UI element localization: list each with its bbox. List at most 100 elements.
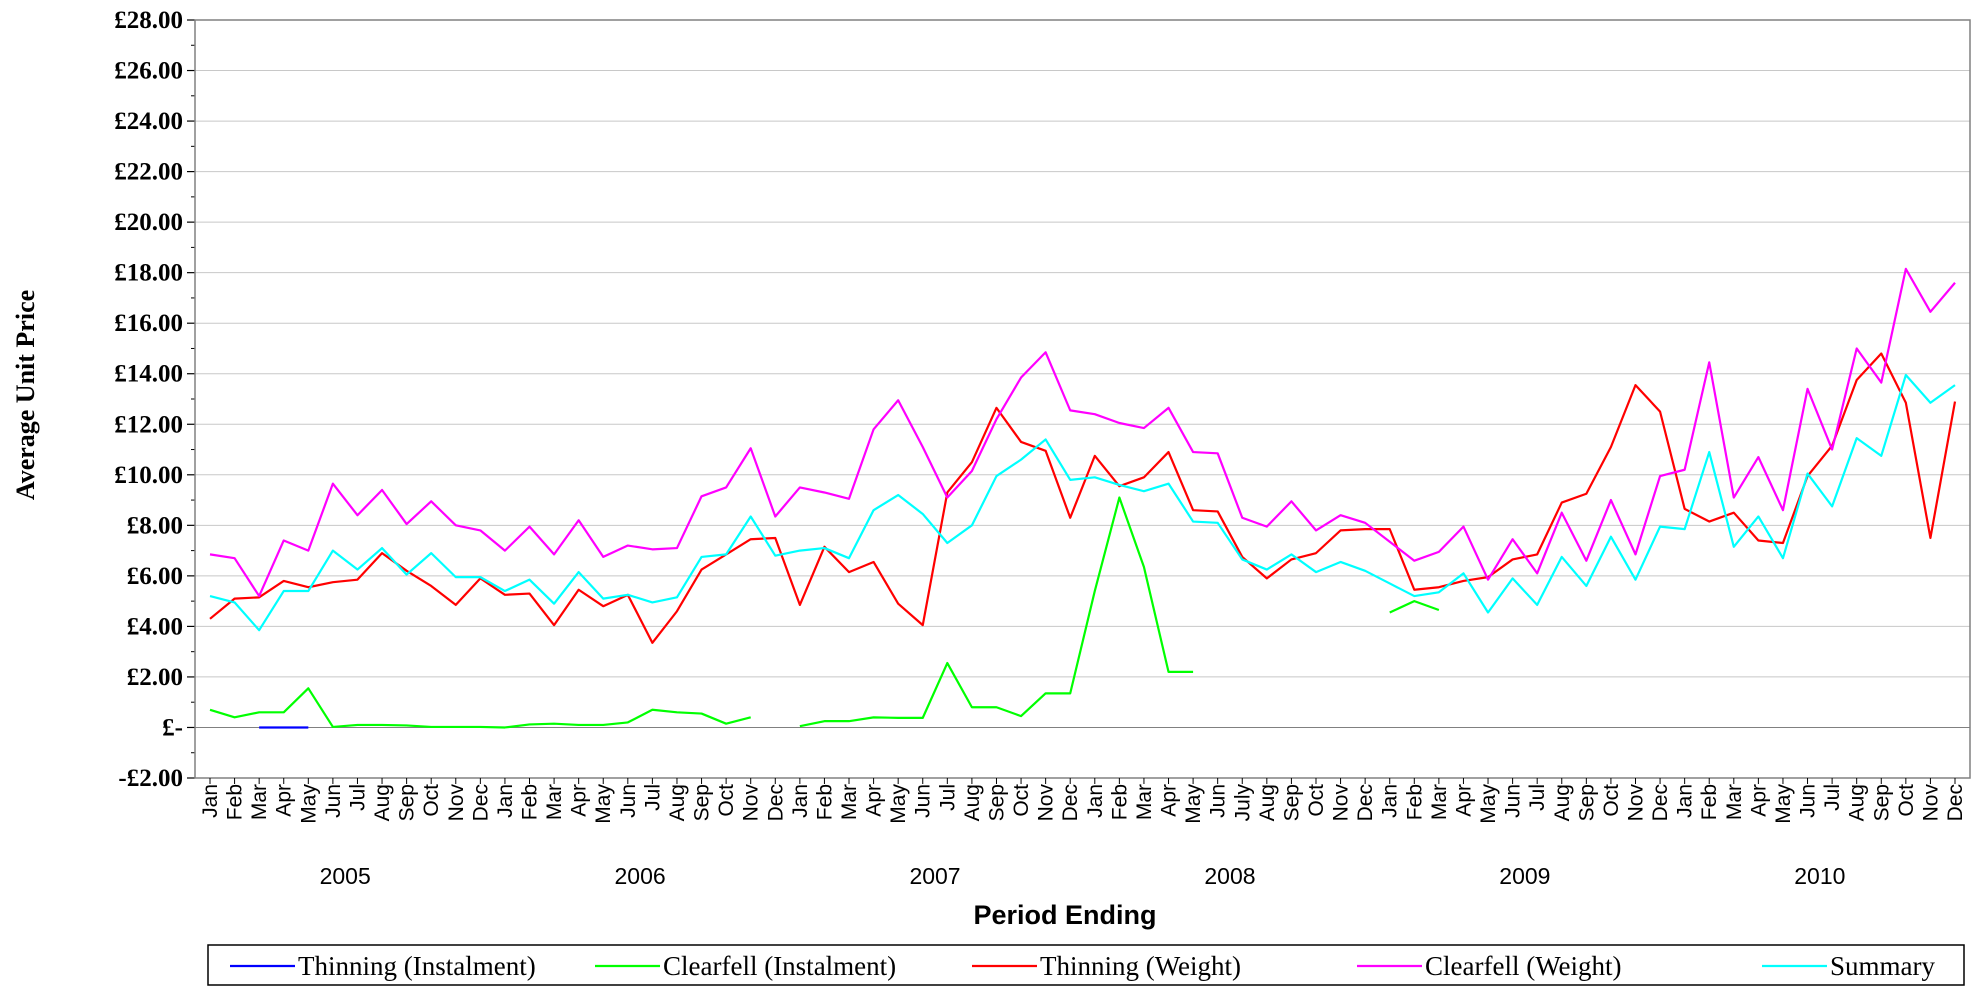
series-line-segment <box>1389 600 1440 614</box>
x-tick-label: Jun <box>1207 784 1230 818</box>
y-tick-label: £24.00 <box>114 108 183 135</box>
y-tick-label: £8.00 <box>127 512 183 539</box>
series-line-segment <box>209 352 1957 644</box>
x-tick-label: May <box>297 784 320 824</box>
legend-label: Clearfell (Instalment) <box>663 951 896 981</box>
y-axis-title: Average Unit Price <box>11 290 40 500</box>
y-tick-label: £28.00 <box>114 7 183 34</box>
x-tick-label: Jun <box>322 784 345 818</box>
x-tick-label: Sep <box>985 784 1008 821</box>
year-label: 2006 <box>615 863 666 889</box>
x-tick-label: Jul <box>1526 784 1549 811</box>
x-tick-label: Mar <box>1428 784 1451 820</box>
legend-label: Summary <box>1830 951 1935 981</box>
x-tick-label: July <box>1231 784 1254 822</box>
series-line-segment <box>799 496 1194 728</box>
x-tick-label: Jul <box>936 784 959 811</box>
x-tick-label: Oct <box>1305 784 1328 817</box>
x-tick-label: Nov <box>1330 784 1353 822</box>
y-tick-label: £20.00 <box>114 209 183 236</box>
plot-area-border <box>194 19 1971 779</box>
y-tick-label: -£2.00 <box>118 765 183 792</box>
legend-label: Clearfell (Weight) <box>1425 951 1622 981</box>
x-tick-label: Dec <box>764 784 787 821</box>
x-tick-label: Apr <box>1158 784 1181 817</box>
x-tick-label: Jan <box>1379 784 1402 818</box>
x-tick-label: Aug <box>371 784 394 821</box>
x-tick-label: Nov <box>1035 784 1058 822</box>
year-label: 2007 <box>909 863 960 889</box>
y-tick-labels: -£2.00 £- £2.00 £4.00 £6.00 £8.00 £10.00 £12.00… <box>114 7 183 792</box>
x-tick-label: Jan <box>199 784 222 818</box>
x-tick-label: Mar <box>838 784 861 820</box>
series-clearfell-instalment <box>209 496 1440 729</box>
year-label: 2005 <box>320 863 371 889</box>
x-tick-labels: Jan Feb Mar Apr May Jun Jul Aug Sep Oct Nov Dec Jan F… <box>199 784 1967 889</box>
x-tick-label: Jun <box>912 784 935 818</box>
y-tick-label: £- <box>162 714 183 741</box>
y-tick-label: £2.00 <box>127 664 183 691</box>
x-tick-label: Feb <box>519 784 542 820</box>
x-tick-label: Dec <box>1354 784 1377 821</box>
axes <box>187 19 1971 784</box>
x-tick-label: Nov <box>740 784 763 822</box>
x-tick-label: Jan <box>789 784 812 818</box>
legend-label: Thinning (Instalment) <box>298 951 536 981</box>
legend-label: Thinning (Weight) <box>1040 951 1241 981</box>
x-tick-label: Sep <box>1280 784 1303 821</box>
x-tick-label: Feb <box>1108 784 1131 820</box>
x-tick-label: Nov <box>1624 784 1647 822</box>
year-label: 2008 <box>1204 863 1255 889</box>
x-tick-label: Apr <box>273 784 296 817</box>
x-tick-label: Oct <box>1010 784 1033 817</box>
x-tick-label: Apr <box>568 784 591 817</box>
x-tick-label: Oct <box>420 784 443 817</box>
x-tick-label: Jan <box>1084 784 1107 818</box>
y-tick-label: £26.00 <box>114 58 183 85</box>
gridlines <box>195 19 1970 779</box>
x-tick-label: Sep <box>1870 784 1893 821</box>
x-tick-label: Nov <box>445 784 468 822</box>
series-thinning-weight <box>209 352 1957 644</box>
x-tick-label: Dec <box>1059 784 1082 821</box>
x-tick-label: Aug <box>1551 784 1574 821</box>
x-tick-label: Sep <box>396 784 419 821</box>
x-tick-label: Jun <box>1502 784 1525 818</box>
x-tick-label: May <box>1477 784 1500 824</box>
x-tick-label: May <box>592 784 615 824</box>
x-tick-label: Jun <box>1797 784 1820 818</box>
x-tick-label: Jun <box>617 784 640 818</box>
x-tick-label: Aug <box>666 784 689 821</box>
x-tick-label: Jul <box>1821 784 1844 811</box>
series-summary <box>209 373 1956 632</box>
series-line-segment <box>209 687 751 729</box>
x-tick-label: Sep <box>691 784 714 821</box>
x-tick-label: Aug <box>961 784 984 821</box>
year-label: 2009 <box>1499 863 1550 889</box>
x-tick-label: Aug <box>1256 784 1279 821</box>
x-tick-label: Feb <box>813 784 836 820</box>
y-tick-label: £22.00 <box>114 159 183 186</box>
x-tick-label: Jan <box>1674 784 1697 818</box>
x-tick-label: Dec <box>1944 784 1967 821</box>
x-tick-label: Jul <box>346 784 369 811</box>
x-tick-label: Apr <box>1452 784 1475 817</box>
x-tick-label: May <box>887 784 910 824</box>
y-tick-label: £16.00 <box>114 310 183 337</box>
y-tick-label: £10.00 <box>114 462 183 489</box>
x-tick-label: Feb <box>1698 784 1721 820</box>
x-tick-label: Oct <box>715 784 738 817</box>
x-tick-label: Mar <box>248 784 271 820</box>
x-tick-label: Mar <box>543 784 566 820</box>
x-tick-label: Jan <box>494 784 517 818</box>
x-tick-label: Mar <box>1133 784 1156 820</box>
series-line-segment <box>209 373 1956 632</box>
x-tick-label: Feb <box>224 784 247 820</box>
y-tick-label: £12.00 <box>114 411 183 438</box>
series-clearfell-weight <box>209 267 1956 598</box>
y-tick-label: £14.00 <box>114 361 183 388</box>
legend-box <box>207 944 1965 986</box>
x-tick-label: May <box>1182 784 1205 824</box>
